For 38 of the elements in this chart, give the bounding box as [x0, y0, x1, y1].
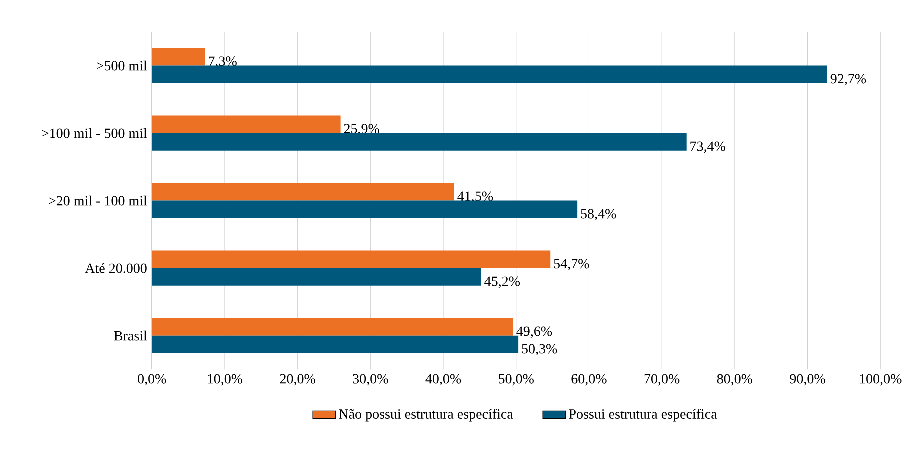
bar [152, 66, 828, 84]
data-label: 58,4% [581, 209, 616, 221]
data-label: 49,6% [516, 326, 552, 338]
bar [152, 116, 341, 134]
legend-label: Não possui estrutura específica [339, 409, 514, 422]
data-label: 25,9% [344, 124, 380, 136]
data-label: 50,3% [522, 344, 558, 356]
x-tick-label: 60,0% [572, 374, 607, 386]
y-tick-label: Brasil [114, 331, 148, 341]
x-tick-label: 30,0% [353, 374, 388, 386]
x-tick-label: 80,0% [717, 374, 753, 386]
y-tick-label: >500 mil [97, 61, 148, 71]
data-label: 73,4% [690, 142, 726, 154]
data-label: 41,5% [458, 192, 494, 204]
bar [152, 268, 482, 286]
x-tick-label: 40,0% [426, 374, 462, 386]
data-label: 7,3% [209, 56, 237, 68]
y-tick-label: Até 20.000 [85, 264, 147, 274]
bar [152, 133, 687, 152]
x-tick-label: 70,0% [644, 374, 680, 386]
x-tick-label: 20,0% [280, 374, 316, 386]
bar [152, 336, 519, 354]
bar [152, 48, 206, 66]
x-tick-label: 10,0% [208, 374, 243, 386]
x-tick-label: 100,0% [860, 374, 902, 386]
bar [152, 200, 578, 219]
y-tick-label: >20 mil - 100 mil [49, 196, 148, 206]
data-label: 54,7% [554, 259, 590, 271]
y-tick-label: >100 mil - 500 mil [42, 128, 148, 138]
x-tick-label: 0,0% [138, 374, 166, 386]
data-label: 92,7% [830, 74, 866, 86]
data-label: 45,2% [484, 276, 520, 288]
x-tick-label: 90,0% [790, 374, 826, 386]
legend-label: Possui estrutura específica [569, 409, 718, 422]
bar [152, 183, 454, 201]
bar [152, 250, 551, 268]
x-tick-label: 50,0% [499, 374, 534, 386]
bar [152, 318, 514, 336]
